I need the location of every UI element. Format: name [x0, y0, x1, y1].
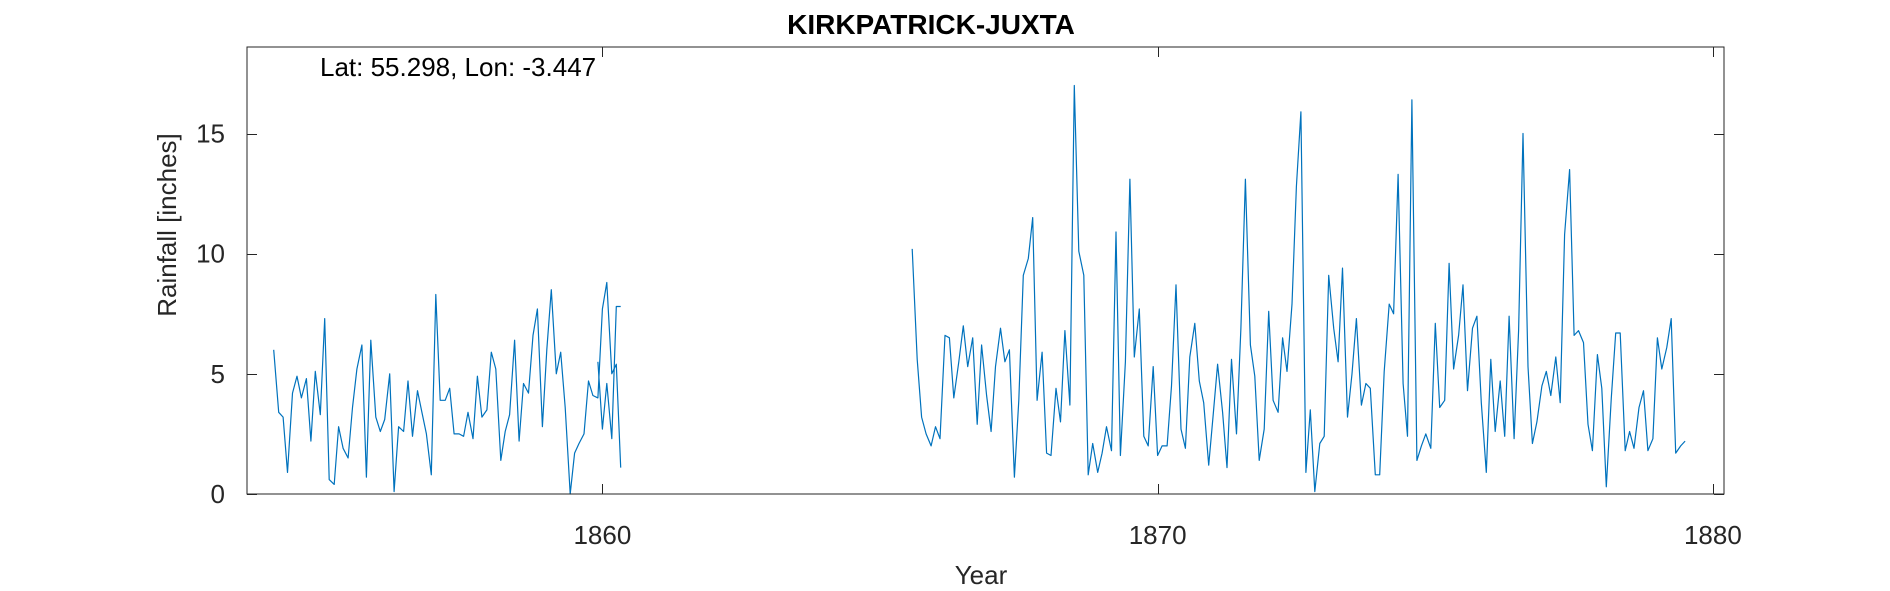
- plot-frame: [246, 46, 1725, 495]
- rainfall-series-line: [597, 305, 621, 440]
- y-axis-title: Rainfall [inches]: [152, 133, 182, 317]
- rainfall-series-line: [911, 84, 1686, 493]
- y-tick-label: 5: [211, 359, 225, 389]
- y-tick-label: 15: [196, 119, 225, 149]
- chart-title: KIRKPATRICK-JUXTA: [787, 9, 1075, 40]
- x-axis-title: Year: [955, 560, 1008, 590]
- x-tick-label: 1880: [1684, 520, 1742, 550]
- location-annotation: Lat: 55.298, Lon: -3.447: [320, 52, 596, 82]
- axes-layer: 1860 1870 1880 0 5 10 15: [196, 46, 1742, 550]
- x-tick-label: 1870: [1129, 520, 1187, 550]
- rainfall-series-line: [273, 281, 622, 495]
- series-layer: [273, 84, 1686, 495]
- x-tick-label: 1860: [573, 520, 631, 550]
- y-tick-label: 10: [196, 239, 225, 269]
- y-tick-label: 0: [211, 479, 225, 509]
